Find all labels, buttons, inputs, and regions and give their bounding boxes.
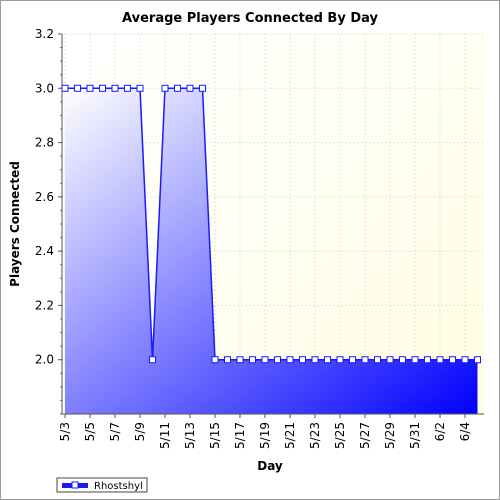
data-point	[311, 356, 319, 364]
x-tick-label: 5/3	[58, 422, 72, 441]
y-tick-labels: 2.0 2.2 2.4 2.6 2.8 3.0 3.2	[35, 27, 54, 367]
data-point	[249, 356, 256, 364]
x-tick-label: 5/23	[308, 422, 322, 449]
series-area-fill	[65, 88, 478, 415]
x-tick-label: 5/21	[283, 422, 297, 449]
x-tick-label: 5/17	[233, 422, 247, 449]
y-tick-label: 2.0	[35, 353, 54, 367]
data-point	[274, 356, 281, 364]
x-tick-label: 5/13	[183, 422, 197, 449]
data-point	[374, 356, 381, 364]
legend: Rhostshyl	[56, 477, 148, 493]
data-point	[361, 356, 369, 364]
data-points	[61, 84, 481, 364]
x-tick-label: 5/11	[158, 422, 172, 449]
x-tick-label: 5/5	[83, 422, 97, 441]
data-point	[99, 84, 106, 92]
x-tick-label: 5/9	[133, 422, 147, 441]
x-tick-label: 5/27	[358, 422, 372, 449]
data-point	[111, 84, 119, 92]
data-point	[286, 356, 294, 364]
axes	[58, 33, 484, 418]
x-axis-title: Day	[257, 459, 283, 473]
data-point	[461, 356, 469, 364]
y-axis-title: Players Connected	[8, 161, 22, 287]
data-point	[324, 356, 331, 364]
x-tick-label: 5/7	[108, 422, 122, 441]
data-point	[224, 356, 231, 364]
data-point	[211, 356, 219, 364]
legend-label: Rhostshyl	[94, 481, 143, 492]
x-tick-label: 5/25	[333, 422, 347, 449]
data-point	[74, 84, 81, 92]
data-point	[474, 356, 481, 364]
data-point	[336, 356, 344, 364]
data-point	[186, 84, 194, 92]
data-point	[399, 356, 406, 364]
x-tick-label: 5/19	[258, 422, 272, 449]
data-point	[411, 356, 419, 364]
y-tick-label: 2.4	[35, 244, 54, 258]
data-point	[161, 84, 169, 92]
data-point	[149, 356, 156, 364]
series-line	[65, 87, 478, 361]
data-point	[199, 84, 206, 92]
y-tick-label: 2.8	[35, 136, 54, 150]
data-point	[136, 84, 144, 92]
y-tick-label: 2.6	[35, 190, 54, 204]
legend-box	[56, 477, 148, 493]
data-point	[349, 356, 356, 364]
x-tick-label: 5/31	[408, 422, 422, 449]
x-tick-labels: 5/3 5/5 5/7 5/9 5/11 5/13 5/15 5/17 5/19 5/21 5/23…	[58, 422, 472, 449]
legend-marker	[71, 481, 79, 489]
data-point	[86, 84, 94, 92]
y-tick-label: 3.0	[35, 81, 54, 95]
data-point	[174, 84, 181, 92]
data-point	[236, 356, 244, 364]
y-tick-label: 2.2	[35, 298, 54, 312]
data-point	[424, 356, 431, 364]
data-point	[449, 356, 456, 364]
data-point	[61, 84, 69, 92]
data-point	[386, 356, 394, 364]
data-point	[299, 356, 306, 364]
x-tick-label: 5/15	[208, 422, 222, 449]
x-tick-label: 5/29	[383, 422, 397, 449]
data-point	[261, 356, 269, 364]
series-area-layer	[65, 87, 478, 415]
x-tick-label: 6/4	[458, 422, 472, 441]
data-point	[124, 84, 131, 92]
chart-title: Average Players Connected By Day	[122, 11, 378, 26]
data-point	[436, 356, 444, 364]
y-tick-label: 3.2	[35, 27, 54, 41]
x-tick-label: 6/2	[433, 422, 447, 441]
